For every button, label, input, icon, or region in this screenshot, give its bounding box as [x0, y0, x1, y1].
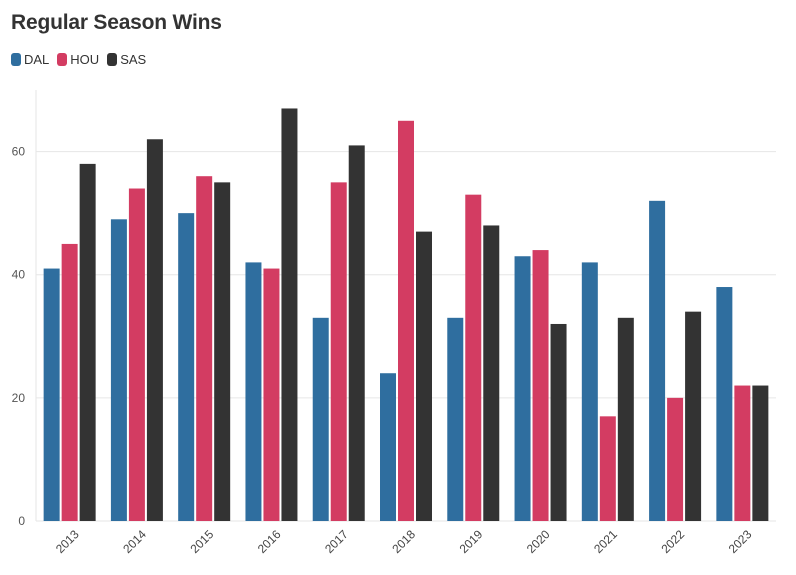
bar-hou-2018[interactable] [398, 120, 414, 522]
x-tick-label-2014: 2014 [120, 527, 149, 556]
x-tick-label-2013: 2013 [53, 527, 82, 556]
legend-item-sas[interactable]: SAS [107, 52, 146, 67]
bar-dal-2015[interactable] [178, 213, 195, 521]
x-tick-label-2016: 2016 [255, 527, 284, 556]
x-tick-label-2018: 2018 [389, 527, 418, 556]
legend-item-dal[interactable]: DAL [11, 52, 49, 67]
x-tick-label-2021: 2021 [591, 527, 620, 556]
y-tick-label-40: 40 [12, 268, 26, 282]
bar-sas-2023[interactable] [752, 385, 769, 521]
bar-hou-2021[interactable] [599, 416, 616, 521]
legend: DAL HOU SAS [11, 52, 154, 67]
bar-sas-2016[interactable] [281, 108, 298, 521]
bar-dal-2020[interactable] [514, 256, 531, 521]
bar-dal-2017[interactable] [312, 317, 329, 521]
bar-hou-2014[interactable] [128, 188, 145, 521]
bar-dal-2023[interactable] [716, 287, 733, 521]
bar-sas-2018[interactable] [416, 231, 432, 521]
bar-sas-2020[interactable] [550, 323, 567, 521]
bar-hou-2016[interactable] [263, 268, 280, 521]
bar-dal-2014[interactable] [110, 219, 127, 522]
bar-sas-2017[interactable] [348, 145, 365, 521]
bars [43, 108, 769, 522]
bar-sas-2022[interactable] [685, 311, 702, 521]
legend-swatch-hou [57, 53, 68, 66]
legend-label-hou: HOU [70, 52, 100, 67]
legend-swatch-sas [107, 53, 118, 66]
bar-sas-2014[interactable] [146, 139, 163, 521]
bar-hou-2013[interactable] [61, 243, 78, 521]
x-tick-label-2023: 2023 [726, 527, 755, 556]
bar-hou-2019[interactable] [465, 194, 482, 521]
bar-hou-2023[interactable] [734, 385, 751, 521]
bar-hou-2022[interactable] [667, 397, 684, 521]
bar-hou-2020[interactable] [532, 250, 549, 522]
y-tick-label-0: 0 [18, 514, 25, 528]
legend-item-hou[interactable]: HOU [57, 52, 99, 67]
x-tick-labels: 2013 2014 2015 2016 2017 2018 2019 2020 2021 2022… [53, 527, 755, 556]
bar-dal-2018[interactable] [380, 373, 396, 521]
bar-hou-2015[interactable] [196, 176, 213, 521]
bar-dal-2016[interactable] [245, 262, 262, 521]
x-tick-label-2022: 2022 [658, 527, 687, 556]
legend-label-sas: SAS [120, 52, 147, 67]
chart-title: Regular Season Wins [11, 11, 222, 34]
x-tick-label-2015: 2015 [188, 527, 217, 556]
x-tick-label-2017: 2017 [322, 527, 351, 556]
legend-label-dal: DAL [24, 52, 50, 67]
legend-swatch-dal [11, 53, 21, 66]
bar-sas-2013[interactable] [79, 163, 96, 521]
bar-sas-2015[interactable] [214, 182, 231, 521]
bar-dal-2022[interactable] [649, 200, 666, 522]
bar-dal-2013[interactable] [43, 268, 60, 521]
bar-sas-2021[interactable] [617, 317, 634, 521]
y-tick-label-20: 20 [12, 391, 26, 405]
bar-dal-2019[interactable] [447, 317, 464, 521]
x-tick-label-2020: 2020 [524, 527, 553, 556]
bar-dal-2021[interactable] [581, 262, 598, 521]
x-tick-label-2019: 2019 [457, 527, 486, 556]
bar-hou-2017[interactable] [330, 182, 347, 521]
y-tick-labels: 0 20 40 60 [12, 145, 26, 528]
y-tick-label-60: 60 [12, 145, 26, 159]
bar-sas-2019[interactable] [483, 225, 500, 521]
